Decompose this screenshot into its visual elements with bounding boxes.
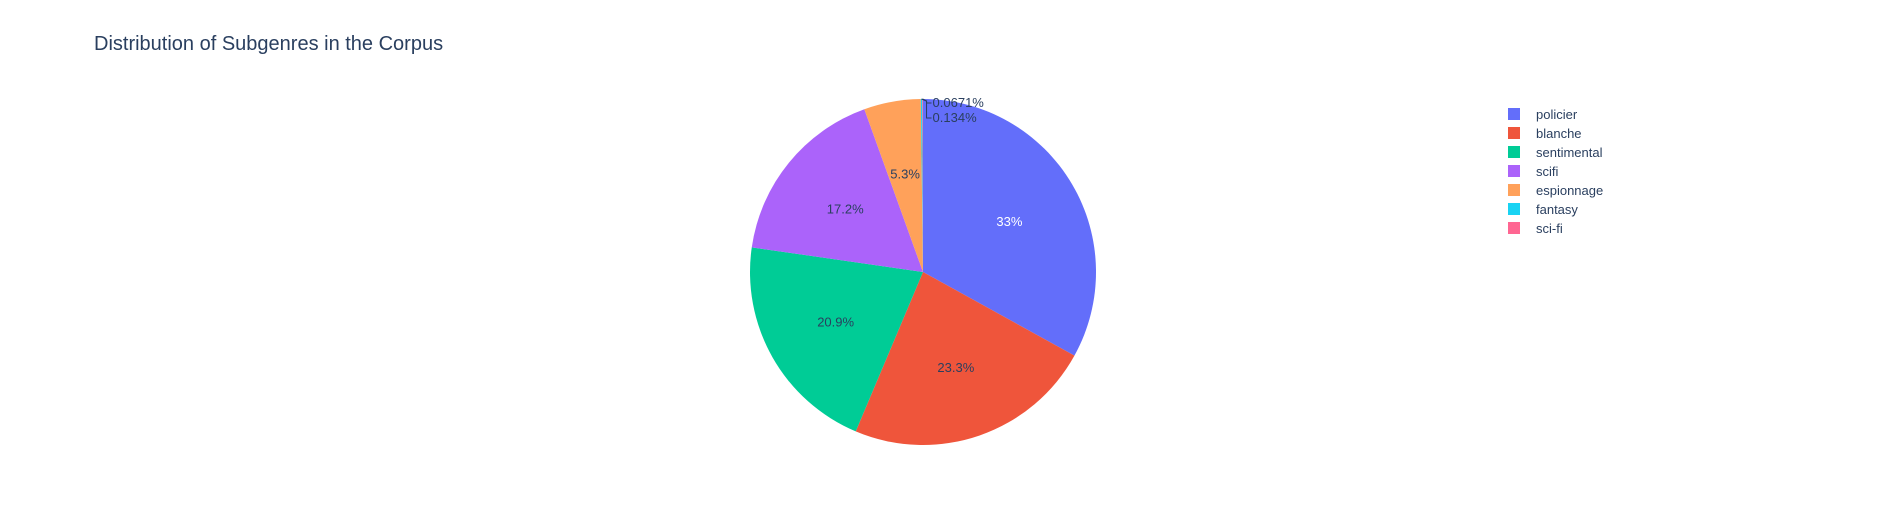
legend-label-fantasy: fantasy — [1536, 202, 1578, 217]
pie-slice-sentimental[interactable] — [749, 247, 923, 432]
legend-label-espionnage: espionnage — [1536, 183, 1603, 198]
legend-label-blanche: blanche — [1536, 126, 1582, 141]
legend-swatch-fantasy — [1508, 203, 1520, 215]
legend-item-sci-fi[interactable]: sci-fi — [1508, 221, 1563, 236]
legend-item-fantasy[interactable]: fantasy — [1508, 202, 1578, 217]
pie-slice-policier[interactable] — [923, 99, 1096, 356]
leader-line-sci-fi — [922, 98, 932, 104]
legend-label-policier: policier — [1536, 107, 1578, 122]
pie-slice-espionnage[interactable] — [864, 99, 923, 272]
legend: policier blanche sentimental scifi espionnag… — [1508, 107, 1603, 236]
legend-label-sci-fi: sci-fi — [1536, 221, 1563, 236]
legend-item-sentimental[interactable]: sentimental — [1508, 145, 1603, 160]
legend-item-scifi[interactable]: scifi — [1508, 164, 1559, 179]
legend-swatch-espionnage — [1508, 184, 1520, 196]
slice-label-blanche: 23.3% — [937, 360, 974, 375]
legend-item-espionnage[interactable]: espionnage — [1508, 183, 1603, 198]
legend-swatch-sentimental — [1508, 146, 1520, 158]
legend-swatch-blanche — [1508, 127, 1520, 139]
pie-slices — [749, 99, 1096, 445]
slice-label-policier: 33% — [996, 214, 1022, 229]
legend-swatch-sci-fi — [1508, 222, 1520, 234]
legend-item-blanche[interactable]: blanche — [1508, 126, 1582, 141]
pie-slice-blanche[interactable] — [855, 272, 1075, 445]
legend-swatch-policier — [1508, 108, 1520, 120]
slice-label-scifi: 17.2% — [827, 202, 864, 217]
chart-title: Distribution of Subgenres in the Corpus — [94, 33, 443, 55]
legend-label-sentimental: sentimental — [1536, 145, 1603, 160]
pie-slice-fantasy[interactable] — [920, 99, 923, 272]
slice-labels: 33% 23.3% 20.9% 17.2% 5.3% 0.134%0.0671% — [817, 95, 1023, 375]
legend-item-policier[interactable]: policier — [1508, 107, 1578, 122]
slice-label-sentimental: 20.9% — [817, 314, 854, 329]
legend-swatch-scifi — [1508, 165, 1520, 177]
slice-label-espionnage: 5.3% — [890, 166, 920, 181]
pie-slice-sci-fi[interactable] — [922, 99, 923, 272]
slice-label-fantasy: 0.134% — [933, 110, 978, 125]
slice-label-sci-fi: 0.0671% — [933, 95, 985, 110]
legend-label-scifi: scifi — [1536, 164, 1559, 179]
pie-slice-scifi[interactable] — [751, 109, 923, 272]
